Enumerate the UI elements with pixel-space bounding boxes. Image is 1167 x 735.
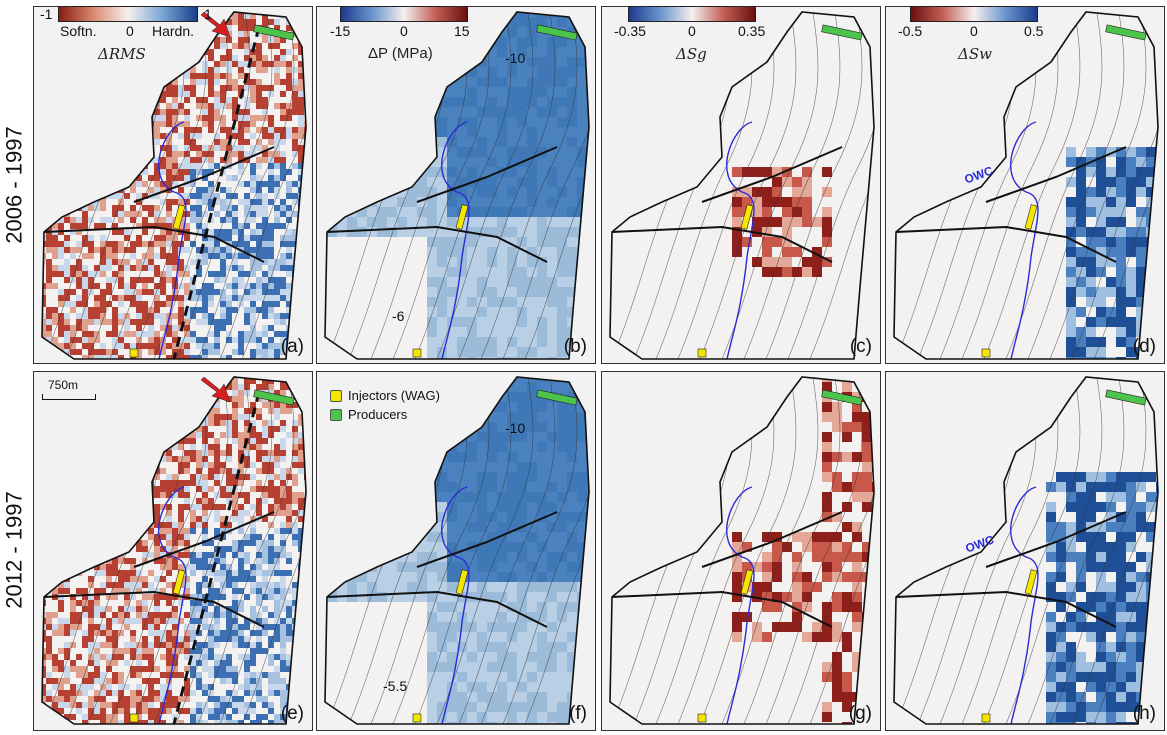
panel-label: (g) xyxy=(848,703,872,724)
producer-well xyxy=(536,389,578,406)
contour-label-b-bottom: -6 xyxy=(392,308,405,324)
variable-label-pressure: ΔP (MPa) xyxy=(368,45,433,62)
panel-label: (a) xyxy=(280,336,304,357)
producer-well xyxy=(1105,24,1147,41)
producer-well xyxy=(536,24,578,41)
map-panel-a: (a) xyxy=(33,6,313,364)
injector-well xyxy=(129,348,139,358)
injector-well xyxy=(172,569,186,595)
row-label-2006: 2006 - 1997 xyxy=(2,126,27,244)
producer-well xyxy=(821,389,863,406)
injector-well xyxy=(740,204,754,230)
injector-well xyxy=(412,348,422,358)
panel-label: (f) xyxy=(569,703,587,724)
red-arrow-icon xyxy=(200,11,231,38)
variable-label-rms: ΔRMS xyxy=(98,45,146,63)
well-legend: Injectors (WAG) Producers xyxy=(330,388,440,426)
colorbar-pressure: -15 0 15 xyxy=(330,6,470,39)
colorbar-rms: -1 1 Softn. 0 Hardn. xyxy=(40,6,212,39)
reservoir-map xyxy=(609,376,875,725)
reservoir-map xyxy=(324,11,590,360)
producer-well xyxy=(1105,389,1147,406)
red-arrow-icon xyxy=(200,376,231,403)
injector-well xyxy=(981,713,991,723)
panel-label: (d) xyxy=(1132,336,1156,357)
injector-well xyxy=(697,348,707,358)
injector-well xyxy=(697,713,707,723)
map-panel-f: (f) xyxy=(316,371,596,731)
injector-well xyxy=(455,569,469,595)
reservoir-map xyxy=(41,11,307,360)
injector-swatch xyxy=(330,389,342,402)
map-panel-b: (b) xyxy=(316,6,596,364)
injector-well xyxy=(1024,569,1038,595)
map-panel-h: (h) xyxy=(885,371,1165,731)
variable-label-sg: ΔSg xyxy=(676,45,707,63)
producer-well xyxy=(253,389,295,406)
contour-label-f-bottom: -5.5 xyxy=(383,678,408,694)
map-panel-c: (c) xyxy=(601,6,881,364)
reservoir-map xyxy=(41,376,307,725)
reservoir-map xyxy=(893,376,1159,725)
producer-well xyxy=(253,24,295,41)
row-label-2012: 2012 - 1997 xyxy=(2,491,27,609)
injector-well xyxy=(412,713,422,723)
map-panel-g: (g) xyxy=(601,371,881,731)
map-panel-d: (d) xyxy=(885,6,1165,364)
contour-label-b-top: -10 xyxy=(505,50,526,66)
panel-label: (b) xyxy=(563,336,587,357)
producer-swatch xyxy=(330,408,342,421)
injector-well xyxy=(172,204,186,230)
injector-well xyxy=(981,348,991,358)
contour-label-f-top: -10 xyxy=(505,420,526,436)
injector-well xyxy=(740,569,754,595)
injector-well xyxy=(455,204,469,230)
producer-well xyxy=(821,24,863,41)
reservoir-map xyxy=(609,11,875,360)
colorbar-sw: -0.5 0 0.5 xyxy=(898,6,1043,39)
injector-well xyxy=(129,713,139,723)
panel-label: (c) xyxy=(849,336,872,357)
reservoir-map xyxy=(324,376,590,725)
reservoir-map xyxy=(893,11,1159,360)
panel-label: (h) xyxy=(1132,703,1156,724)
injector-well xyxy=(1024,204,1038,230)
colorbar-sg: -0.35 0 0.35 xyxy=(614,6,765,39)
variable-label-sw: ΔSw xyxy=(958,45,992,63)
map-panel-e: (e) xyxy=(33,371,313,731)
panel-label: (e) xyxy=(280,703,304,724)
